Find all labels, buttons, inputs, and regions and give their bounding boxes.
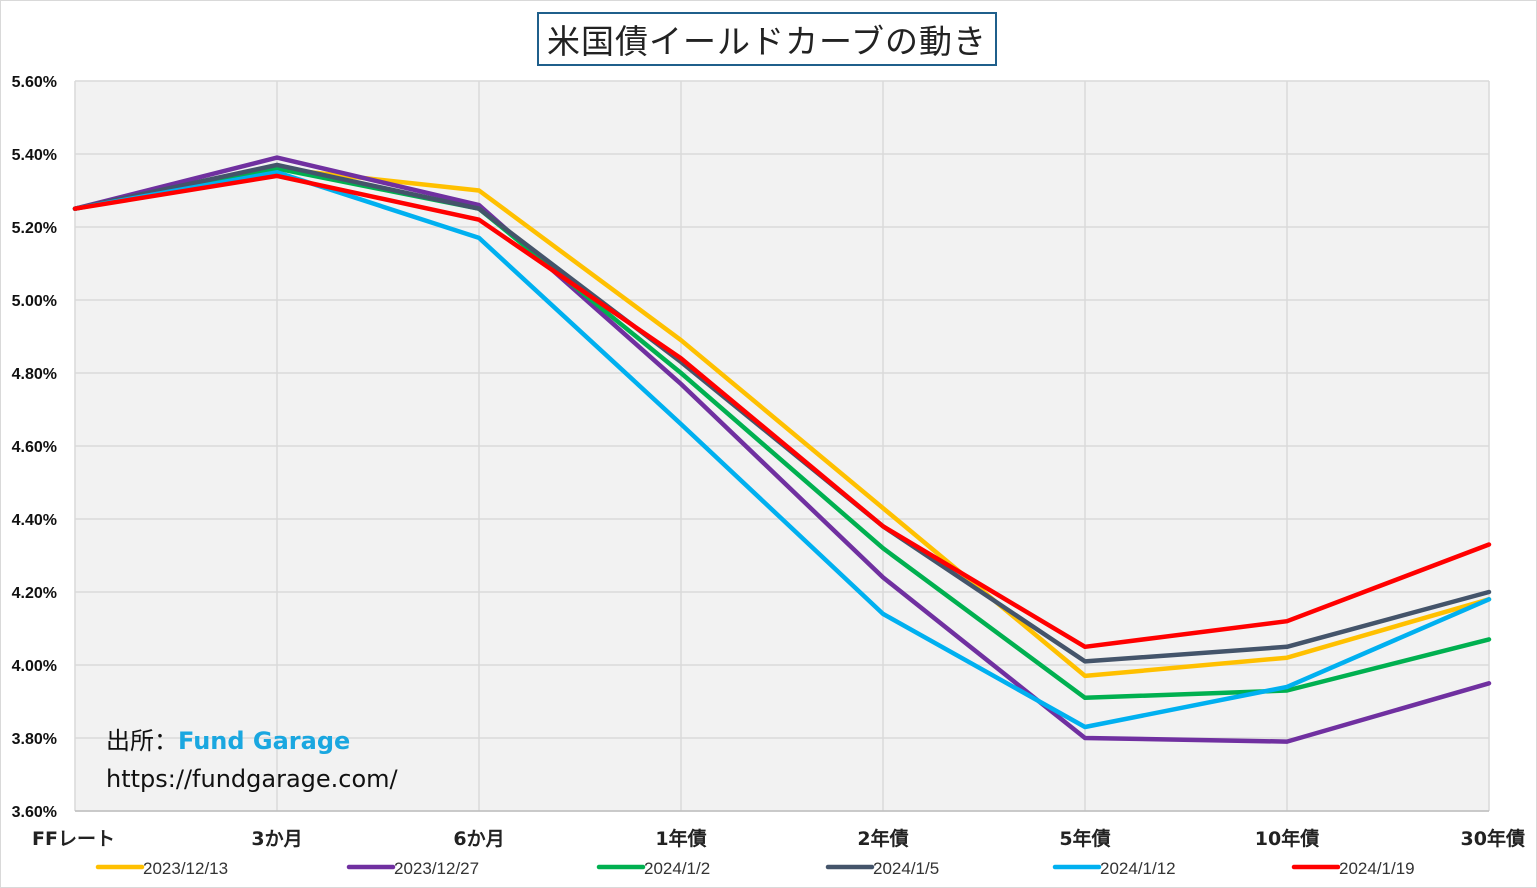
legend-label: 2024/1/2 (644, 859, 710, 878)
y-tick-label: 4.00% (12, 658, 57, 675)
y-tick-label: 4.20% (12, 585, 57, 602)
x-axis-ticks: FFレート 3か月 6か月 1年債 2年債 5年債 10年債 30年債 (32, 827, 1525, 850)
source-name: Fund Garage (178, 727, 351, 755)
y-tick-label: 5.60% (12, 74, 57, 91)
y-tick-label: 5.00% (12, 293, 57, 310)
series-line (72, 173, 1492, 650)
source-annotation: 出所：Fund Garage (106, 721, 350, 756)
x-tick-label: 10年債 (1255, 827, 1319, 850)
x-tick-label: 2年債 (857, 827, 908, 850)
y-tick-label: 3.80% (12, 731, 57, 748)
chart-title: 米国債イールドカーブの動き (546, 22, 988, 61)
y-tick-label: 5.20% (12, 220, 57, 237)
legend: 2023/12/13 2023/12/27 2024/1/2 2024/1/5 2024… (95, 859, 1415, 878)
legend-label: 2024/1/19 (1339, 859, 1415, 878)
y-tick-label: 5.40% (12, 147, 57, 164)
x-tick-label: 1年債 (655, 827, 706, 850)
y-tick-label: 3.60% (12, 804, 57, 821)
y-tick-label: 4.80% (12, 366, 57, 383)
x-tick-label: 3か月 (251, 828, 302, 850)
y-tick-label: 4.40% (12, 512, 57, 529)
x-tick-label: 30年債 (1461, 827, 1525, 850)
legend-label: 2024/1/12 (1100, 859, 1176, 878)
x-tick-label: FFレート (32, 828, 115, 850)
source-url: https://fundgarage.com/ (106, 765, 398, 793)
source-label: 出所： (106, 727, 178, 755)
chart-title-box: 米国債イールドカーブの動き (537, 12, 997, 66)
series-line (72, 155, 1492, 744)
x-tick-label: 6か月 (453, 828, 504, 850)
x-tick-label: 5年債 (1059, 827, 1110, 850)
y-axis-ticks: 3.60% 3.80% 4.00% 4.20% 4.40% 4.60% 4.80% 5.00%… (12, 74, 57, 821)
y-tick-label: 4.60% (12, 439, 57, 456)
legend-label: 2024/1/5 (873, 859, 939, 878)
legend-label: 2023/12/27 (394, 859, 479, 878)
series-lines (72, 155, 1492, 744)
legend-label: 2023/12/13 (143, 859, 228, 878)
